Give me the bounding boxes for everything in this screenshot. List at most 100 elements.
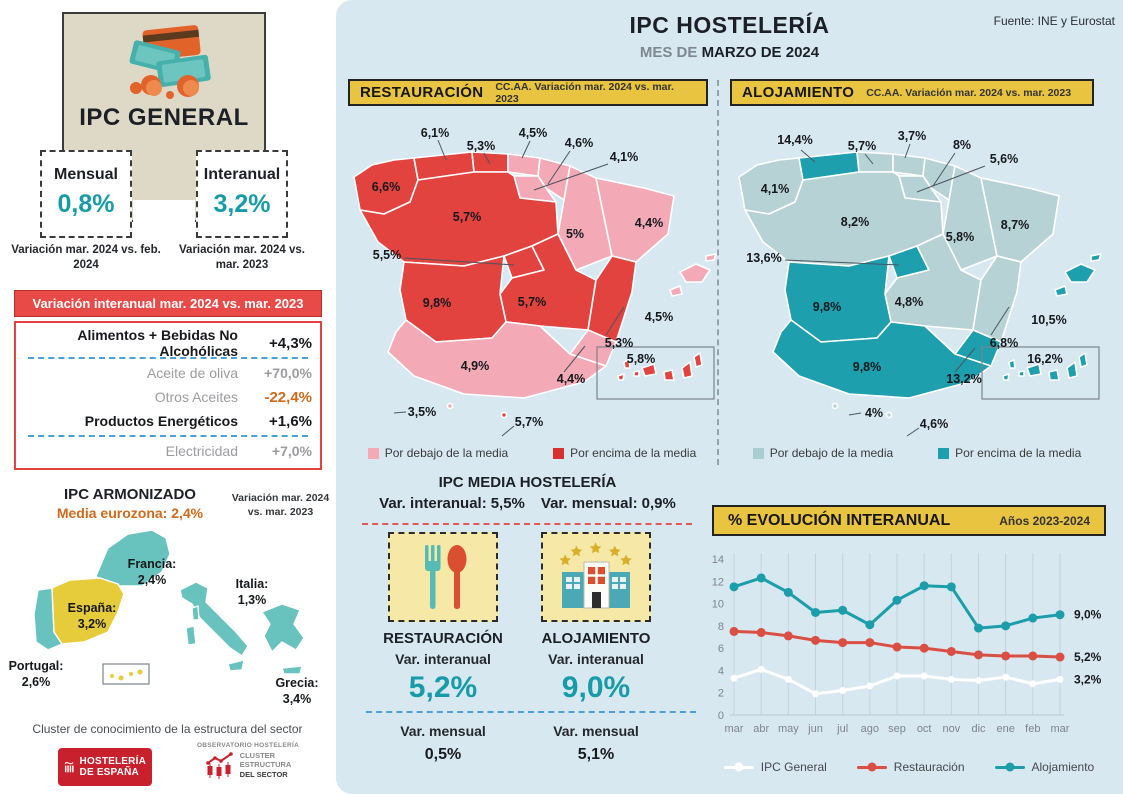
label-navarra: 4,6% [564,136,594,150]
svg-text:mar: mar [1051,723,1070,735]
right-panel-background [336,0,1123,794]
svg-text:12: 12 [712,576,724,588]
label-navarra: 8% [952,138,972,152]
page-subtitle: MES DE MARZO DE 2024 [336,44,1123,61]
restauracion-marker [856,765,887,769]
rest-inter-value: 5,2% [408,671,478,704]
above-average-swatch [553,447,565,459]
spain-map-svg [738,143,1102,437]
svg-text:14: 14 [712,554,724,566]
evolution-header: % EVOLUCIÓN INTERANUAL Años 2023-2024 [712,505,1106,536]
leader-lines [784,143,1010,437]
evolution-title: % EVOLUCIÓN INTERANUAL [728,511,951,529]
label-galicia: 6,6% [371,180,401,194]
svg-text:mar: mar [725,723,744,735]
armonizado-title: IPC ARMONIZADO [64,486,196,503]
label-asturias: 14,4% [777,133,813,147]
restauracion-header: RESTAURACIÓN CC.AA. Variación mar. 2024 … [348,79,708,106]
label-extremadura: 9,8% [422,296,452,310]
restauracion-map: 6,1% 5,3% 4,5% 4,6% 4,1% 6,6% 5,7% 5% 4,… [342,110,722,460]
svg-text:jun: jun [807,723,823,735]
row-value: +7,0% [271,443,312,459]
monthly-stat-card: Mensual 0,8% [40,150,132,238]
aloj-inter-value: 9,0% [561,671,631,704]
europe-map: Francia: 2,4% Italia: 1,3% España: 3,2% Por… [0,528,335,706]
label-madrid: 13,6% [746,251,782,265]
alojamiento-map: 14,4% 5,7% 3,7% 8% 5,6% 4,1% 8,2% 5,8% 8… [727,110,1107,460]
subtitle-month: MARZO DE 2024 [701,44,820,61]
label-castilla-leon: 5,7% [452,210,482,224]
svg-text:dic: dic [971,723,986,735]
region-pais-vasco [892,153,926,177]
ipc-general-marker [723,765,754,769]
label-melilla: 4,6% [919,417,949,431]
spain-map-svg [353,139,717,437]
europe-map-svg [33,529,305,685]
label-castilla-leon: 8,2% [840,215,870,229]
label-melilla: 5,7% [514,415,544,429]
region-grecia [261,603,305,653]
stat2-value: 0,9% [641,495,676,512]
row-value: -22,4% [264,388,312,406]
fork-spoon-icon [425,545,467,609]
legend-below-label: Por debajo de la media [384,446,509,460]
below-average-swatch [752,447,764,459]
row-label: Alimentos + Bebidas No Alcohólicas [77,327,238,359]
label-rioja: 5,6% [989,152,1019,166]
media-hosteleria-stats: Var. interanual: 5,5% Var. mensual: 0,9% [345,495,710,512]
stat1-value: 5,5% [490,495,525,512]
label-aragon: 5% [565,227,585,241]
region-ibiza [1054,285,1068,297]
legend-above-label: Por encima de la media [955,446,1082,460]
label-galicia: 4,1% [760,182,790,196]
region-canarias [1078,352,1088,368]
label-pais-vasco: 4,5% [518,126,548,140]
row-label: Otros Aceites [154,389,238,405]
source-note: Fuente: INE y Eurostat [993,14,1115,28]
row-value: +1,6% [269,412,312,430]
label-asturias: 6,1% [420,126,450,140]
svg-text:8: 8 [718,621,724,633]
region-melilla [500,411,508,419]
region-italia [179,581,249,657]
label-baleares: 4,5% [644,310,674,324]
label-baleares: 10,5% [1031,313,1067,327]
logo-line: DEL SECTOR [239,769,288,779]
table-row: Alimentos + Bebidas No Alcohólicas +4,3% [24,327,312,359]
label-italia: Italia: 1,3% [235,576,269,607]
region-andalucia [772,319,992,399]
canary-inset-box [102,663,150,685]
svg-text:ene: ene [996,723,1014,735]
region-sicilia [227,659,245,672]
label-madrid: 5,5% [372,248,402,262]
stat2-label: Var. mensual: [540,495,638,512]
candlestick-chart-icon [205,752,233,780]
yearly-stat-card: Interanual 3,2% [196,150,288,238]
svg-text:9,0%: 9,0% [1074,608,1102,622]
label-ceuta: 3,5% [407,405,437,419]
alojamiento-marker [994,765,1025,769]
chart-legend: IPC General Restauración Alojamiento [712,760,1106,774]
canary-inset-box [596,346,715,400]
aloj-mens-label: Var. mensual [553,723,639,739]
region-valencia [587,255,637,343]
divider [366,711,696,713]
observatorio-caption: OBSERVATORIO HOSTELERÍA [196,742,300,749]
yearly-label: Interanual [203,166,281,183]
region-menorca [1090,253,1102,262]
label-canarias: 16,2% [1027,352,1063,366]
restauracion-note: CC.AA. Variación mar. 2024 vs. mar. 2023 [495,80,674,105]
alojamiento-note: CC.AA. Variación mar. 2024 vs. mar. 2023 [866,86,1072,99]
label-grecia: Grecia: 3,4% [275,675,319,706]
subtitle-prefix: MES DE [639,44,702,61]
region-creta [281,665,303,675]
svg-text:5,2%: 5,2% [1074,650,1102,664]
region-navarra [922,157,956,201]
hosteleria-bars-icon [64,761,74,773]
variation-table-header: Variación interanual mar. 2024 vs. mar. … [14,290,322,317]
label-castilla-mancha: 4,8% [894,295,924,309]
label-cataluna: 8,7% [1000,218,1030,232]
alojamiento-title: ALOJAMIENTO [742,84,855,101]
region-cantabria [471,151,509,173]
